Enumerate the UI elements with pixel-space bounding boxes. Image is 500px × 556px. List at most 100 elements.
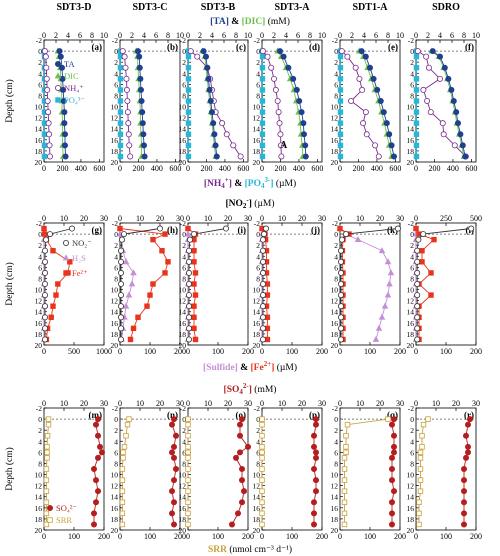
data-point — [414, 292, 421, 299]
tick-label: 4 — [66, 31, 70, 40]
tick-label: 16 — [331, 504, 339, 513]
data-point — [202, 53, 209, 60]
data-point — [344, 421, 351, 428]
data-point — [440, 131, 447, 138]
data-point — [259, 131, 266, 137]
tick-label: 14 — [253, 308, 261, 317]
tick-label: 4 — [38, 252, 42, 261]
tick-label: 18 — [331, 515, 339, 524]
data-point — [42, 292, 49, 299]
tick-label: 200 — [98, 532, 110, 541]
tick-label: 18 — [253, 330, 261, 339]
data-point — [240, 488, 247, 495]
tick-label: 20 — [35, 158, 43, 167]
tick-label: 20 — [253, 341, 261, 350]
data-point — [118, 269, 125, 276]
tick-label: 12 — [253, 114, 261, 123]
data-point — [95, 454, 102, 461]
data-point — [276, 120, 283, 127]
data-point — [211, 131, 218, 138]
tick-label: 18 — [111, 147, 119, 156]
data-point — [424, 98, 431, 105]
data-point — [63, 239, 70, 246]
tick-label: 6 — [410, 448, 414, 457]
tick-label: 14 — [407, 493, 415, 502]
data-point — [337, 225, 343, 232]
data-point — [208, 109, 215, 116]
tick-label: 4 — [114, 252, 118, 261]
tick-label: 0 — [186, 31, 190, 40]
data-point — [431, 236, 437, 243]
data-point — [337, 87, 344, 93]
tick-label: 12 — [179, 297, 187, 306]
data-point — [122, 258, 130, 265]
data-point — [185, 153, 192, 160]
data-point — [450, 98, 457, 105]
data-point — [419, 248, 425, 254]
data-point — [436, 75, 443, 82]
data-point — [124, 98, 131, 105]
data-point — [372, 335, 380, 342]
data-point — [354, 235, 362, 243]
tick-label: 6 — [38, 448, 42, 457]
tick-label: 8 — [256, 274, 260, 283]
data-point — [259, 499, 265, 505]
tick-label: 6 — [256, 263, 260, 272]
data-point — [44, 455, 50, 461]
tick-label: 200 — [174, 347, 186, 356]
legend-label: H₂S — [72, 253, 86, 263]
tick-label: 16 — [111, 319, 119, 328]
ta-series — [358, 48, 397, 160]
data-point — [162, 231, 168, 237]
tick-label: 12 — [35, 482, 43, 491]
data-point — [341, 477, 348, 483]
tick-label: 200 — [132, 164, 144, 173]
data-point — [356, 75, 363, 82]
data-point — [341, 499, 348, 505]
tick-label: 2 — [350, 31, 354, 40]
data-point — [42, 280, 49, 287]
tick-label: 10 — [356, 214, 364, 223]
tick-label: 16 — [407, 504, 415, 513]
fe-series — [185, 225, 199, 343]
srr-series — [43, 416, 52, 528]
tick-label: 0 — [256, 47, 260, 56]
data-point — [50, 248, 56, 254]
data-point — [413, 153, 420, 160]
data-point — [413, 120, 420, 126]
tick-label: 100 — [144, 532, 156, 541]
tick-label: 6 — [374, 31, 378, 40]
data-point — [137, 75, 144, 82]
tick-label: 0 — [410, 415, 414, 424]
data-point — [168, 510, 175, 517]
tick-label: 4 — [410, 437, 414, 446]
tick-label: 10 — [111, 286, 119, 295]
tick-label: 0 — [414, 532, 418, 541]
tick-label: 10 — [179, 103, 187, 112]
po4-series — [259, 48, 266, 160]
data-point — [238, 499, 245, 506]
tick-label: 18 — [407, 330, 415, 339]
tick-label: 200 — [316, 532, 328, 541]
data-point — [337, 109, 344, 115]
data-point — [185, 488, 191, 494]
tick-label: 8 — [234, 31, 238, 40]
data-point — [138, 98, 145, 105]
data-point — [388, 521, 395, 528]
data-point — [185, 336, 192, 343]
panel-frame — [261, 222, 323, 346]
tick-label: 0 — [260, 347, 264, 356]
data-point — [43, 75, 50, 82]
data-point — [348, 98, 355, 105]
data-point — [117, 87, 124, 93]
tick-label: 20 — [80, 214, 88, 223]
tick-label: 10 — [278, 214, 286, 223]
data-point — [117, 131, 124, 137]
tick-label: 2 — [182, 58, 186, 67]
